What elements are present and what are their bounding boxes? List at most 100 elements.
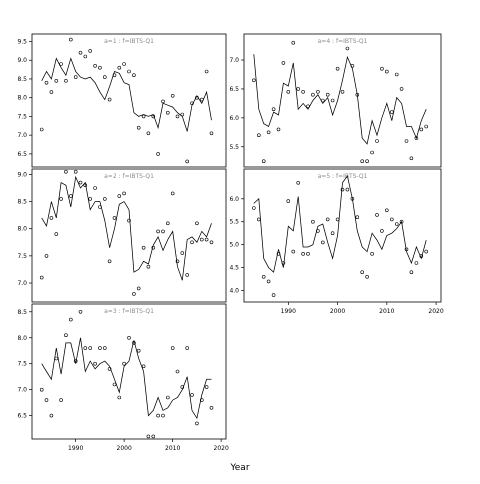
- observed-point: [180, 112, 185, 117]
- observed-point: [399, 87, 404, 91]
- observed-point: [301, 90, 305, 94]
- observed-point: [335, 66, 340, 71]
- observed-point: [384, 208, 389, 213]
- observed-point: [394, 222, 399, 226]
- observed-point: [93, 361, 97, 366]
- observed-point: [350, 197, 355, 201]
- observed-point: [301, 252, 305, 256]
- observed-point: [330, 98, 335, 103]
- fitted-line: [253, 54, 427, 145]
- observed-point: [261, 274, 266, 279]
- observed-point: [170, 346, 175, 350]
- observed-point: [83, 54, 88, 59]
- observed-point: [103, 197, 107, 201]
- y-tick-label: 7.5: [17, 361, 27, 368]
- observed-point: [185, 159, 189, 164]
- observed-point: [389, 217, 394, 222]
- observed-point: [49, 216, 54, 220]
- observed-point: [306, 252, 310, 256]
- observed-point: [83, 346, 88, 350]
- observed-point: [44, 80, 49, 85]
- observed-point: [73, 169, 78, 174]
- observed-point: [266, 130, 271, 135]
- observed-point: [141, 245, 146, 250]
- observed-point: [360, 270, 365, 275]
- observed-point: [132, 73, 136, 77]
- observed-point: [44, 398, 49, 402]
- observed-point: [204, 385, 209, 389]
- observed-point: [69, 37, 73, 42]
- observed-point: [93, 186, 97, 190]
- observed-point: [166, 395, 170, 400]
- y-tick-label: 8.0: [17, 226, 27, 233]
- observed-point: [409, 156, 414, 161]
- observed-point: [180, 385, 185, 389]
- y-tick-label: 6.5: [229, 86, 239, 93]
- observed-point: [161, 229, 165, 234]
- observed-point: [355, 215, 360, 219]
- observed-point: [281, 61, 286, 65]
- observed-point: [345, 46, 350, 51]
- observed-point: [151, 114, 156, 119]
- observed-point: [59, 62, 63, 66]
- observed-point: [54, 356, 59, 361]
- observed-point: [127, 335, 131, 340]
- observed-point: [296, 181, 301, 185]
- panel-4: a=4 : f=IBTS-Q1 5.5 6.0 6.5 7.0: [229, 33, 442, 168]
- observed-point: [266, 279, 271, 284]
- observed-point: [151, 245, 156, 250]
- x-tick-label: 1990: [281, 308, 296, 315]
- observed-point: [355, 92, 360, 97]
- observed-point: [69, 194, 73, 198]
- observed-point: [195, 421, 199, 426]
- y-tick-label: 7.0: [17, 387, 27, 394]
- observed-point: [88, 346, 92, 350]
- observed-point: [107, 97, 112, 102]
- observed-point: [146, 264, 151, 269]
- observed-point: [311, 219, 315, 224]
- observed-point: [78, 50, 83, 55]
- observed-point: [335, 217, 340, 222]
- observed-point: [414, 136, 419, 140]
- observed-point: [103, 346, 107, 350]
- y-tick-label: 9.0: [17, 57, 27, 64]
- observed-point: [306, 104, 310, 109]
- panel-1: a=1 : f=IBTS-Q1 6.5 7.0 7.5 8.0 8.5 9.0 9.5: [17, 33, 227, 168]
- y-tick-label: 9.0: [17, 171, 27, 178]
- observed-point: [122, 62, 126, 66]
- observed-point: [161, 413, 165, 418]
- observed-point: [83, 183, 88, 188]
- observed-point: [330, 231, 335, 235]
- observed-point: [156, 152, 160, 156]
- observed-point: [117, 65, 122, 70]
- observed-point: [414, 261, 419, 265]
- observed-point: [73, 359, 78, 363]
- observed-point: [175, 259, 180, 264]
- observed-point: [252, 206, 256, 210]
- observed-point: [375, 139, 379, 143]
- panel-title: a=4 : f=IBTS-Q1: [318, 38, 368, 45]
- observed-point: [185, 346, 189, 350]
- y-tick-label: 7.5: [17, 253, 27, 260]
- observed-point: [132, 341, 136, 345]
- panel-title: a=3 : f=IBTS-Q1: [104, 308, 154, 315]
- panel-frame: [31, 303, 227, 440]
- observed-point: [325, 217, 330, 222]
- observed-point: [320, 98, 325, 103]
- observed-point: [39, 127, 44, 132]
- observed-point: [291, 249, 296, 254]
- observed-point: [252, 78, 256, 83]
- observed-point: [190, 240, 194, 245]
- y-tick-label: 6.5: [17, 413, 27, 420]
- observed-point: [146, 434, 151, 439]
- y-tick-label: 8.5: [17, 76, 27, 83]
- observed-point: [370, 252, 374, 256]
- observed-point: [375, 213, 379, 217]
- observed-point: [107, 367, 112, 371]
- observed-point: [78, 180, 83, 185]
- observed-point: [39, 387, 44, 392]
- observed-point: [151, 434, 156, 439]
- x-tick-label: 2010: [165, 445, 180, 452]
- observed-point: [419, 254, 424, 258]
- observed-point: [190, 393, 194, 397]
